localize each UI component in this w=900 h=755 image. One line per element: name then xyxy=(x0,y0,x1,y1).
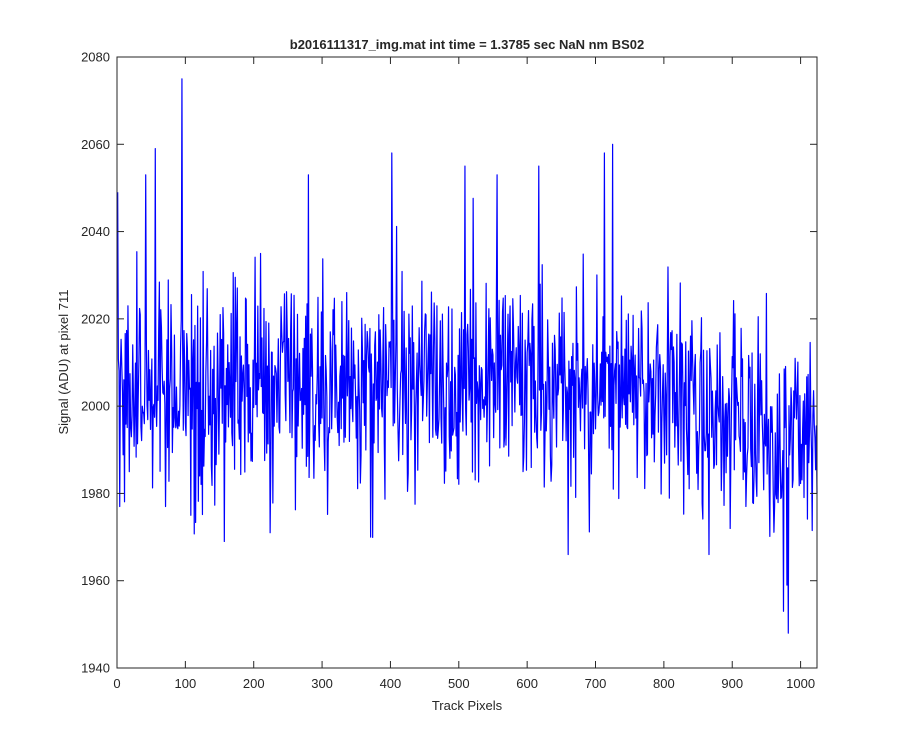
x-tick-label: 800 xyxy=(653,676,675,691)
series-line xyxy=(117,78,818,634)
axes-box xyxy=(116,56,818,669)
x-tick-label: 100 xyxy=(175,676,197,691)
chart-title: b2016111317_img.mat int time = 1.3785 se… xyxy=(290,37,644,52)
y-tick-label: 2040 xyxy=(81,224,110,239)
x-tick-label: 900 xyxy=(721,676,743,691)
y-tick-label: 2080 xyxy=(81,50,110,65)
y-tick-label: 1980 xyxy=(81,486,110,501)
x-axis-label: Track Pixels xyxy=(432,698,503,713)
y-tick-label: 2020 xyxy=(81,311,110,326)
x-tick-label: 700 xyxy=(585,676,607,691)
y-tick-label: 1960 xyxy=(81,573,110,588)
y-tick-label: 2000 xyxy=(81,399,110,414)
y-axis-label: Signal (ADU) at pixel 711 xyxy=(56,290,71,435)
y-axis-ticks: 1940 1960 1980 2000 2020 2040 2060 2080 xyxy=(81,50,817,676)
series-layer xyxy=(117,78,818,634)
x-tick-label: 400 xyxy=(380,676,402,691)
y-tick-label: 1940 xyxy=(81,661,110,676)
x-tick-label: 0 xyxy=(113,676,120,691)
x-tick-label: 500 xyxy=(448,676,470,691)
x-tick-label: 600 xyxy=(516,676,538,691)
x-axis-ticks: 0 100 200 300 400 500 600 700 800 900 1000 xyxy=(113,57,815,691)
y-tick-label: 2060 xyxy=(81,137,110,152)
x-tick-label: 1000 xyxy=(786,676,815,691)
x-tick-label: 300 xyxy=(311,676,333,691)
x-tick-label: 200 xyxy=(243,676,265,691)
